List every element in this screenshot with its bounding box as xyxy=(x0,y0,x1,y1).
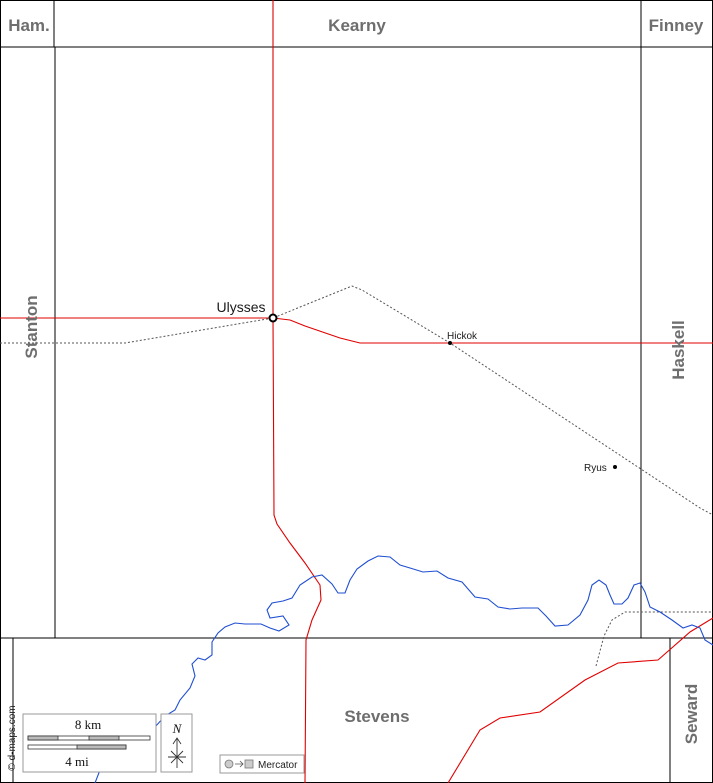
county-label-stanton: Stanton xyxy=(22,295,41,358)
county-label-finney: Finney xyxy=(649,16,704,35)
compass-north-label: N xyxy=(172,721,183,736)
north-arrow-icon xyxy=(168,737,186,768)
county-label-hamilton: Ham. xyxy=(8,16,50,35)
town-marker-ulysses xyxy=(268,313,278,323)
railroads xyxy=(0,285,713,667)
town-label-ryus: Ryus xyxy=(584,463,607,474)
arrow-icon xyxy=(235,760,244,768)
town-label-hickok: Hickok xyxy=(447,331,478,342)
county-label-seward: Seward xyxy=(682,684,701,744)
compass: N xyxy=(160,713,193,773)
county-label-stevens: Stevens xyxy=(344,707,409,726)
scale-label-mi: 4 mi xyxy=(65,754,89,769)
county-label-kearny: Kearny xyxy=(328,16,386,35)
river xyxy=(94,555,713,783)
scale-label-km: 8 km xyxy=(75,717,101,732)
county-label-haskell: Haskell xyxy=(669,320,688,380)
globe-icon xyxy=(224,759,234,769)
town-label-ulysses: Ulysses xyxy=(216,299,265,315)
credit-text: © d-maps.com xyxy=(7,705,18,770)
scale-bar: 8 km 4 mi xyxy=(22,713,157,773)
projection-label: Mercator xyxy=(258,760,298,771)
projection-box: Mercator xyxy=(219,754,305,774)
town-marker-ryus xyxy=(613,465,617,469)
town-marker-hickok xyxy=(448,341,452,345)
flat-map-icon xyxy=(244,759,254,769)
